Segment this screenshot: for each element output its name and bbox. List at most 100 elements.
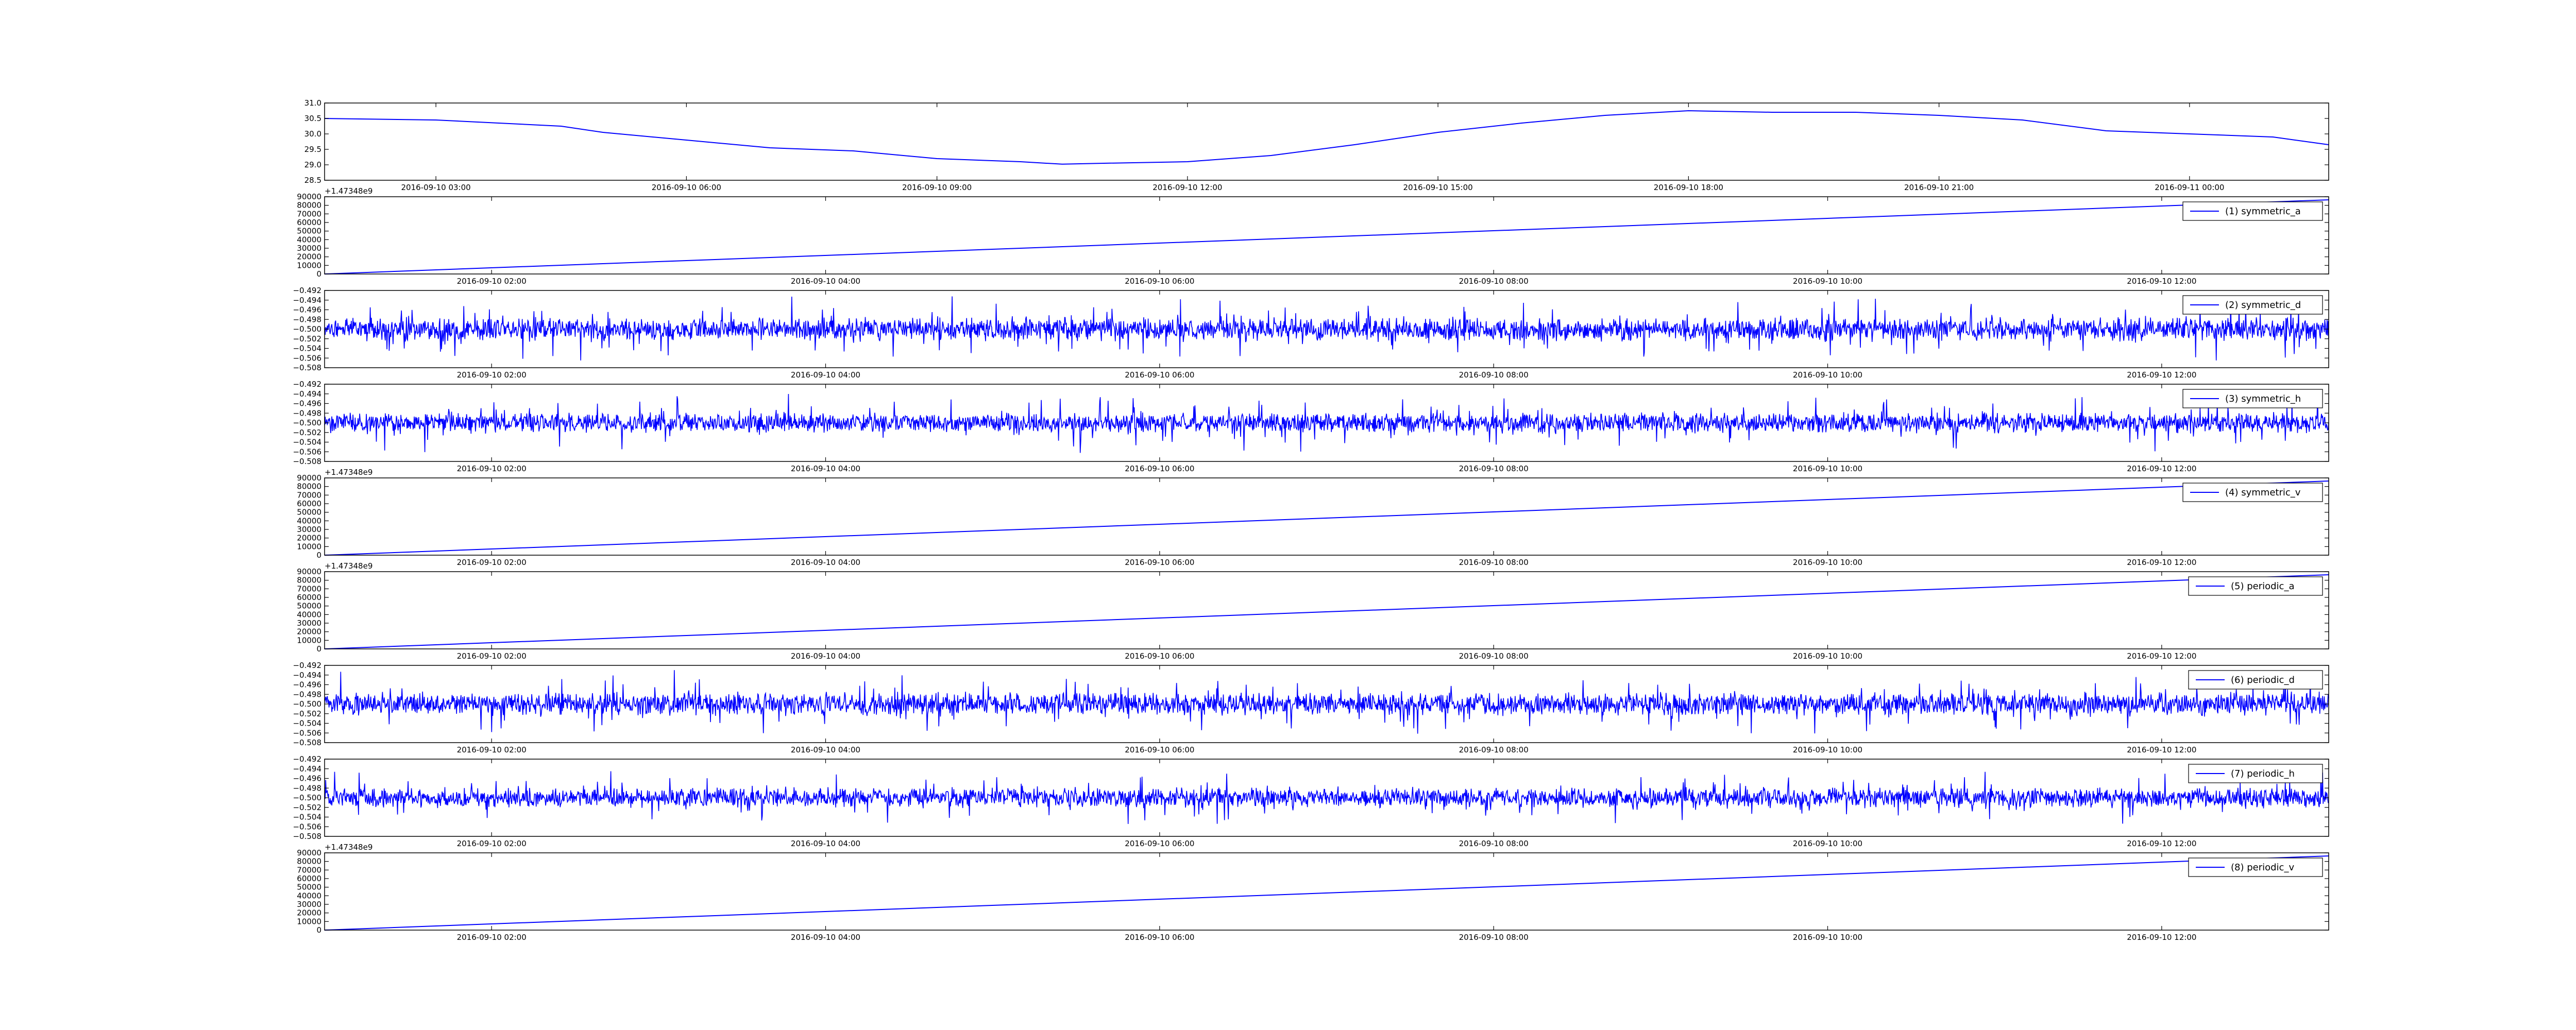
y-tick-label: −0.504 xyxy=(293,813,321,822)
x-tick-label: 2016-09-10 18:00 xyxy=(1654,183,1723,192)
subplot-3: 2016-09-10 02:00 2016-09-10 04:00 2016-09-… xyxy=(293,286,2329,380)
y-tick-label: −0.502 xyxy=(293,428,321,437)
y-tick-label: 20000 xyxy=(297,534,321,543)
y-tick-label: −0.502 xyxy=(293,803,321,812)
y-tick-label: 30000 xyxy=(297,525,321,534)
y-tick-label: −0.504 xyxy=(293,719,321,728)
y-tick-label: 50000 xyxy=(297,602,321,611)
x-tick-label: 2016-09-11 00:00 xyxy=(2155,183,2224,192)
series-line-3-1 xyxy=(324,296,2329,360)
series-line-9-1 xyxy=(324,855,2329,931)
x-tick-label: 2016-09-10 04:00 xyxy=(791,745,860,754)
x-tick-label: 2016-09-10 02:00 xyxy=(457,464,527,473)
x-tick-label: 2016-09-10 04:00 xyxy=(791,933,860,942)
y-tick-label: 70000 xyxy=(297,490,321,500)
x-tick-label: 2016-09-10 04:00 xyxy=(791,651,860,661)
x-tick-label: 2016-09-10 12:00 xyxy=(2127,464,2196,473)
y-tick-label: 10000 xyxy=(297,917,321,926)
y-tick-label: 80000 xyxy=(297,201,321,210)
series-line-6-1 xyxy=(324,574,2329,649)
x-tick-label: 2016-09-10 21:00 xyxy=(1904,183,1974,192)
y-tick-label: 20000 xyxy=(297,252,321,262)
y-tick-label: −0.496 xyxy=(293,399,321,408)
y-tick-label: −0.498 xyxy=(293,408,321,418)
y-tick-label: 10000 xyxy=(297,542,321,551)
x-tick-label: 2016-09-10 08:00 xyxy=(1459,277,1529,286)
x-tick-label: 2016-09-10 02:00 xyxy=(457,370,527,380)
x-tick-label: 2016-09-10 06:00 xyxy=(1125,464,1194,473)
y-offset-label: +1.47348e9 xyxy=(325,561,372,571)
x-tick-label: 2016-09-10 04:00 xyxy=(791,839,860,848)
x-tick-label: 2016-09-10 08:00 xyxy=(1459,370,1529,380)
x-tick-label: 2016-09-10 06:00 xyxy=(1125,558,1194,567)
y-tick-label: 29.0 xyxy=(304,160,321,169)
x-tick-label: 2016-09-10 04:00 xyxy=(791,370,860,380)
y-tick-label: 90000 xyxy=(297,567,321,576)
y-tick-label: −0.502 xyxy=(293,709,321,718)
legend-box xyxy=(2182,389,2323,408)
y-tick-label: 30000 xyxy=(297,244,321,253)
legend: (8) periodic_v xyxy=(2188,857,2323,877)
y-tick-label: 30000 xyxy=(297,900,321,909)
legend-box xyxy=(2188,764,2323,783)
series-line-5-1 xyxy=(324,480,2329,556)
y-tick-label: −0.498 xyxy=(293,783,321,793)
x-tick-label: 2016-09-10 04:00 xyxy=(791,277,860,286)
y-tick-label: 30.0 xyxy=(304,129,321,139)
y-tick-label: −0.506 xyxy=(293,447,321,456)
x-tick-label: 2016-09-10 12:00 xyxy=(2127,277,2196,286)
x-tick-label: 2016-09-10 10:00 xyxy=(1793,651,1862,661)
y-tick-label: −0.504 xyxy=(293,438,321,447)
y-tick-label: 40000 xyxy=(297,610,321,619)
y-tick-label: 90000 xyxy=(297,192,321,201)
y-tick-label: 40000 xyxy=(297,891,321,900)
x-tick-label: 2016-09-10 08:00 xyxy=(1459,558,1529,567)
y-tick-label: 29.5 xyxy=(304,145,321,154)
x-tick-label: 2016-09-10 06:00 xyxy=(1125,370,1194,380)
subplot-8: 2016-09-10 02:00 2016-09-10 04:00 2016-09-… xyxy=(293,754,2329,848)
y-tick-label: −0.492 xyxy=(293,661,321,670)
x-tick-label: 2016-09-10 10:00 xyxy=(1793,558,1862,567)
y-tick-label: 60000 xyxy=(297,499,321,508)
x-tick-label: 2016-09-10 03:00 xyxy=(401,183,471,192)
y-tick-label: −0.492 xyxy=(293,380,321,389)
x-tick-label: 2016-09-10 06:00 xyxy=(1125,651,1194,661)
series-line-2-1 xyxy=(324,199,2329,274)
legend-label: (6) periodic_d xyxy=(2231,675,2295,685)
y-tick-label: −0.506 xyxy=(293,822,321,831)
legend: (2) symmetric_d xyxy=(2182,295,2323,315)
y-tick-label: 0 xyxy=(316,269,321,279)
legend: (7) periodic_h xyxy=(2188,764,2323,783)
series-line-7-1 xyxy=(324,670,2329,734)
y-tick-label: 30.5 xyxy=(304,114,321,123)
x-tick-label: 2016-09-10 12:00 xyxy=(2127,651,2196,661)
y-tick-label: 70000 xyxy=(297,209,321,218)
legend: (6) periodic_d xyxy=(2188,670,2323,690)
axes-frame xyxy=(324,852,2329,931)
x-tick-label: 2016-09-10 10:00 xyxy=(1793,933,1862,942)
y-tick-label: 70000 xyxy=(297,865,321,874)
y-tick-label: 30000 xyxy=(297,619,321,628)
subplot-7: 2016-09-10 02:00 2016-09-10 04:00 2016-09-… xyxy=(293,661,2329,754)
y-offset-label: +1.47348e9 xyxy=(325,186,372,196)
y-tick-label: 0 xyxy=(316,551,321,560)
y-tick-label: −0.508 xyxy=(293,457,321,466)
legend-label: (7) periodic_h xyxy=(2231,768,2295,779)
y-tick-label: −0.498 xyxy=(293,315,321,324)
x-tick-label: 2016-09-10 08:00 xyxy=(1459,839,1529,848)
x-tick-label: 2016-09-10 06:00 xyxy=(1125,277,1194,286)
y-tick-label: −0.492 xyxy=(293,754,321,764)
y-tick-label: −0.500 xyxy=(293,324,321,334)
y-tick-label: 28.5 xyxy=(304,176,321,185)
y-tick-label: 40000 xyxy=(297,235,321,244)
x-tick-label: 2016-09-10 02:00 xyxy=(457,558,527,567)
y-tick-label: 0 xyxy=(316,925,321,935)
x-tick-label: 2016-09-10 02:00 xyxy=(457,933,527,942)
y-tick-label: −0.494 xyxy=(293,764,321,774)
y-tick-label: −0.508 xyxy=(293,738,321,747)
subplot-6: 2016-09-10 02:00 2016-09-10 04:00 2016-09-… xyxy=(297,561,2329,661)
x-tick-label: 2016-09-10 08:00 xyxy=(1459,933,1529,942)
x-tick-label: 2016-09-10 10:00 xyxy=(1793,277,1862,286)
series-line-4-1 xyxy=(324,392,2329,453)
